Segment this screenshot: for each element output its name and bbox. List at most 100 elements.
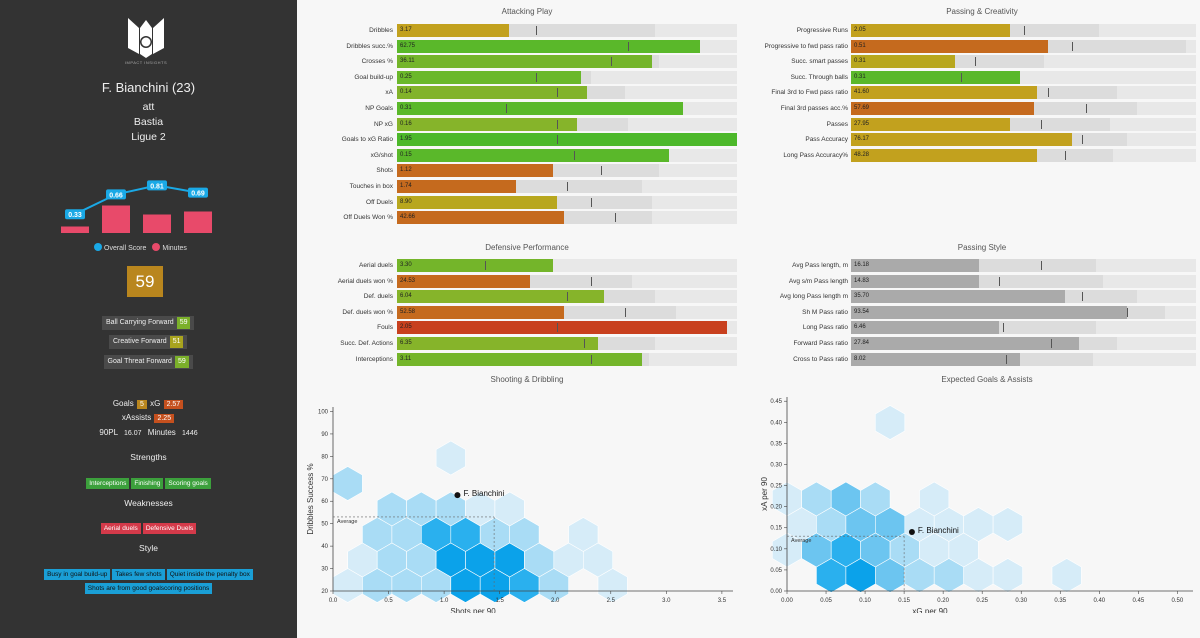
- metric-value: 14.83: [854, 277, 870, 284]
- role-score: 59: [174, 356, 189, 368]
- y-axis-label: Dribbles Success %: [306, 463, 315, 534]
- metric-average-tick: [999, 276, 1001, 286]
- metric-value: 2.05: [400, 324, 412, 331]
- y-tick-label: 80: [321, 454, 328, 460]
- minutes-bar-4: [184, 211, 212, 233]
- metric-value: 0.15: [400, 151, 412, 158]
- metric-average-tick: [1127, 307, 1128, 317]
- weakness-tag-defensive-duels: Defensive Duels: [142, 523, 197, 534]
- metric-value: 62.75: [400, 42, 416, 49]
- metric-label: xA: [385, 89, 393, 97]
- playing-time-line: 90PL 16.07 Minutes 1446: [99, 428, 198, 437]
- pl90-value: 16.07: [124, 430, 142, 437]
- y-tick-label: 0.00: [770, 589, 782, 595]
- xassists-value: 2.25: [154, 414, 175, 423]
- overall-score-label-3: 0.81: [150, 183, 164, 190]
- x-tick-label: 0.15: [898, 598, 910, 604]
- metric-average-tick: [536, 26, 538, 35]
- metric-label: Forward Pass ratio: [793, 340, 848, 347]
- metric-value: 16.18: [854, 262, 870, 268]
- metric-bar: [397, 164, 554, 178]
- overall-score-label-bg-4: [188, 187, 208, 198]
- metric-label: Avg Pass length, m: [792, 262, 848, 269]
- metric-bar: [851, 24, 1010, 37]
- metric-bar: [851, 117, 1010, 131]
- metric-label: Interceptions: [355, 355, 393, 363]
- metric-value: 6.46: [854, 324, 866, 331]
- metric-bar: [851, 305, 1127, 319]
- x-tick-label: 0.25: [976, 598, 988, 604]
- metric-bar: [397, 55, 652, 69]
- metric-bar: [397, 259, 554, 272]
- metric-average-tick: [1071, 41, 1073, 51]
- x-axis-label: Shots per 90: [450, 607, 496, 613]
- metric-label: Succ. smart passes: [791, 58, 848, 66]
- style-tags-row2: Shots are from good goalscoring position…: [0, 577, 297, 595]
- metric-average-tick: [611, 57, 613, 67]
- role-label: Ball Carrying Forward: [106, 319, 174, 326]
- metric-average-tick: [614, 213, 616, 223]
- metric-bar: [851, 337, 1079, 350]
- metric-value: 0.31: [854, 73, 866, 80]
- player-league: Ligue 2: [131, 131, 166, 143]
- metric-bar: [851, 259, 979, 272]
- xg-xa-chart: 0.00 0.05 0.10 0.15 0.20 0.25 0.30 0.35 0.40 0.45…: [760, 397, 1193, 613]
- metric-average-tick: [590, 354, 592, 364]
- metric-label: Pass Accuracy: [805, 136, 848, 144]
- minutes-bar-3: [143, 214, 171, 233]
- x-tick-label: 0.40: [1093, 598, 1105, 604]
- density-hex-29: [1051, 558, 1082, 593]
- x-tick-label: 0.00: [781, 598, 793, 604]
- metric-bar: [851, 148, 1038, 162]
- strength-tag-scoring-goals: Scoring goals: [165, 478, 211, 489]
- defensive-title: Defensive Performance: [485, 243, 569, 252]
- metric-label: Long Pass Accuracy%: [783, 151, 848, 159]
- metric-bar: [851, 86, 1038, 100]
- role-label: Creative Forward: [113, 338, 167, 345]
- strength-tag-finishing: Finishing: [131, 478, 164, 489]
- y-tick-label: 0.05: [770, 568, 782, 574]
- metric-bar: [851, 39, 1048, 53]
- metric-label: NP xG: [373, 120, 393, 128]
- metric-value: 0.16: [400, 120, 412, 127]
- x-tick-label: 0.20: [937, 598, 949, 604]
- metric-bar: [851, 102, 1034, 115]
- metric-value: 3.11: [400, 355, 412, 362]
- player-name: F. Bianchini (23): [101, 80, 196, 95]
- metric-label: xG/shot: [370, 151, 393, 159]
- average-label: Average: [791, 538, 811, 544]
- metric-bar: [397, 86, 588, 100]
- metric-value: 0.31: [854, 58, 866, 65]
- overall-score-label-2: 0.66: [109, 192, 123, 199]
- weakness-tag-aerial-duels: Aerial duels: [100, 523, 141, 534]
- y-tick-label: 0.30: [770, 462, 782, 468]
- metric-average-tick: [1047, 88, 1049, 98]
- metric-value: 52.58: [400, 308, 416, 315]
- metric-bar: [851, 274, 979, 288]
- y-tick-label: 20: [321, 589, 328, 595]
- x-axis-label: xG per 90: [912, 607, 948, 613]
- metric-bar: [851, 321, 1000, 335]
- metric-value: 6.35: [400, 340, 412, 346]
- density-hex-14: [992, 507, 1023, 542]
- metric-average-tick: [556, 135, 558, 145]
- metric-average-tick: [1082, 292, 1084, 302]
- metric-label: Fouls: [377, 324, 393, 332]
- metric-bar: [397, 148, 669, 162]
- metric-label: Goal build-up: [354, 73, 393, 81]
- xg-value: 2.57: [163, 400, 184, 409]
- metric-average-tick: [975, 57, 977, 67]
- metric-average-tick: [961, 72, 963, 82]
- metric-value: 42.66: [400, 214, 416, 221]
- metric-value: 8.90: [400, 198, 412, 205]
- logo-text: IMPACT INSIGHTS: [124, 60, 168, 65]
- y-tick-label: 0.35: [770, 441, 782, 447]
- metric-average-tick: [1040, 261, 1042, 270]
- metric-average-tick: [601, 166, 602, 176]
- metric-bar: [397, 39, 700, 53]
- metric-average-tick: [590, 197, 592, 207]
- x-tick-label: 1.5: [495, 598, 504, 604]
- density-hex-28: [992, 558, 1023, 593]
- metric-average-tick: [1082, 135, 1084, 145]
- player-point-label: F. Bianchini: [918, 526, 959, 535]
